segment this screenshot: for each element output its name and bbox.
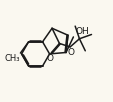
Text: OH: OH <box>75 27 88 36</box>
Text: O: O <box>66 48 73 57</box>
Text: O: O <box>46 54 53 63</box>
Text: CH₃: CH₃ <box>4 54 19 63</box>
